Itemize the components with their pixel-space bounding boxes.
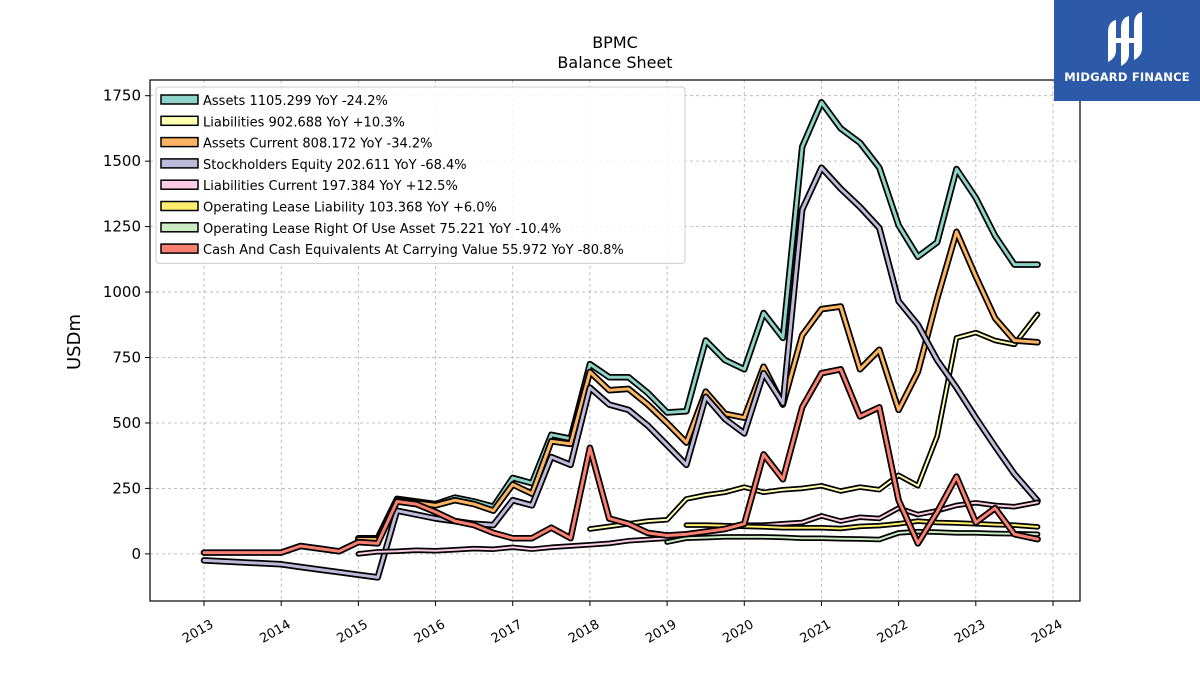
legend-swatch <box>160 158 199 169</box>
series-line <box>666 530 1039 544</box>
x-tick-label: 2020 <box>720 617 756 647</box>
series-lines <box>200 99 1041 581</box>
legend-entry: Operating Lease Right Of Use Asset 75.22… <box>160 222 561 237</box>
legend-label: Liabilities Current 197.384 YoY +12.5% <box>203 179 458 194</box>
legend-label: Stockholders Equity 202.611 YoY -68.4% <box>203 158 467 173</box>
legend-label: Operating Lease Right Of Use Asset 75.22… <box>203 222 561 237</box>
y-tick-label: 750 <box>112 349 141 367</box>
x-tick-label: 2015 <box>335 617 371 647</box>
legend-label: Operating Lease Liability 103.368 YoY +6… <box>203 201 497 216</box>
legend-swatch <box>160 222 199 233</box>
legend-swatch <box>160 179 199 190</box>
legend: Assets 1105.299 YoY -24.2% Liabilities 90… <box>155 86 686 264</box>
legend-entry: Liabilities 902.688 YoY +10.3% <box>160 115 405 130</box>
chart-subtitle: Balance Sheet <box>557 53 672 72</box>
legend-swatch <box>160 94 199 105</box>
series-1 <box>587 311 1041 532</box>
brand-logo: MIDGARD FINANCE <box>1054 0 1200 101</box>
series-line <box>356 230 1040 541</box>
legend-entry: Stockholders Equity 202.611 YoY -68.4% <box>160 158 467 173</box>
series-line-outline <box>355 228 1041 543</box>
series-line <box>202 166 1040 579</box>
legend-entry: Assets Current 808.172 YoY -34.2% <box>160 136 433 152</box>
legend-label: Liabilities 902.688 YoY +10.3% <box>203 115 405 130</box>
series-line <box>588 313 1039 530</box>
x-tick-label: 2019 <box>643 617 679 647</box>
y-tick-label: 1500 <box>103 152 141 170</box>
legend-label: Assets Current 808.172 YoY -34.2% <box>203 137 433 152</box>
legend-swatch <box>160 200 199 212</box>
y-axis-label: USDm <box>64 314 85 370</box>
legend-swatch <box>160 136 199 148</box>
series-line-outline <box>587 311 1041 532</box>
legend-box <box>155 86 686 264</box>
plot-frame <box>149 79 1081 602</box>
x-tick-label: 2013 <box>180 617 216 647</box>
x-tick-label: 2021 <box>798 617 834 647</box>
series-2 <box>355 228 1041 543</box>
x-tick-label: 2016 <box>412 617 448 647</box>
legend-swatch <box>160 243 199 254</box>
legend-entry: Assets 1105.299 YoY -24.2% <box>160 94 388 109</box>
x-tick-label: 2023 <box>952 617 988 647</box>
y-tick-label: 250 <box>112 479 141 497</box>
y-tick-label: 0 <box>131 545 141 563</box>
legend-label: Assets 1105.299 YoY -24.2% <box>203 94 388 109</box>
series-line <box>202 367 1040 555</box>
y-tick-label: 1750 <box>103 87 141 105</box>
x-tick-label: 2024 <box>1029 617 1065 647</box>
brand-name: MIDGARD FINANCE <box>1064 70 1190 84</box>
x-tick-label: 2018 <box>566 617 602 647</box>
series-3 <box>200 164 1041 581</box>
x-tick-label: 2014 <box>257 617 293 647</box>
legend-entry: Liabilities Current 197.384 YoY +12.5% <box>160 179 458 194</box>
legend-label: Cash And Cash Equivalents At Carrying Va… <box>203 243 624 258</box>
x-tick-label: 2017 <box>489 617 525 647</box>
legend-entry: Cash And Cash Equivalents At Carrying Va… <box>160 243 624 258</box>
series-7 <box>200 366 1041 556</box>
legend-swatch <box>160 115 199 127</box>
chart-title: BPMC <box>592 33 638 52</box>
legend-entry: Operating Lease Liability 103.368 YoY +6… <box>160 200 497 216</box>
y-tick-label: 1250 <box>103 218 141 236</box>
x-tick-label: 2022 <box>875 617 911 647</box>
y-tick-label: 1000 <box>103 283 141 301</box>
midgard-logo-icon <box>1108 12 1142 66</box>
series-6 <box>664 528 1041 545</box>
y-tick-label: 500 <box>112 414 141 432</box>
